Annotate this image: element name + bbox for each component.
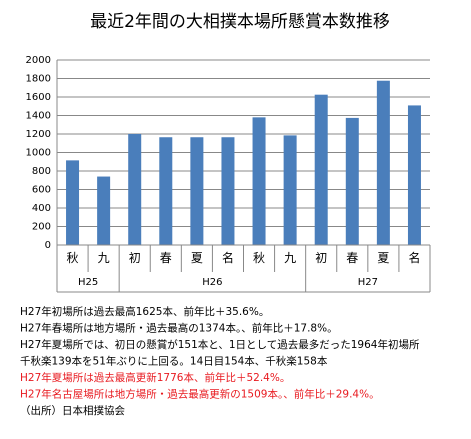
x-tick-label: 春: [346, 251, 358, 265]
group-label: H25: [78, 277, 98, 288]
note: 千秋楽139本を51年ぶりに上回る。14日目154本、千秋楽158本: [20, 355, 328, 368]
group-label: H27: [358, 277, 378, 288]
bar: [345, 117, 359, 245]
y-tick-label: 1600: [26, 92, 51, 103]
note: （出所）日本相撲協会: [20, 404, 125, 417]
bar: [252, 117, 266, 245]
note: H27年夏場所では、初日の懸賞が151本と、1日として過去最多だった1964年初…: [20, 338, 420, 351]
bar: [283, 135, 297, 245]
note: H27年春場所は地方場所・過去最高の1374本。、前年比＋17.8%。: [20, 322, 338, 335]
x-tick-label: 秋: [253, 251, 265, 265]
chart-title: 最近2年間の大相撲本場所懸賞本数推移: [90, 12, 390, 32]
x-tick-label: 初: [315, 251, 327, 265]
y-tick-label: 0: [45, 240, 51, 251]
x-tick-label: 夏: [191, 251, 203, 265]
y-tick-label: 1200: [26, 129, 51, 140]
y-tick-label: 1000: [26, 148, 51, 159]
x-tick-label: 春: [160, 251, 172, 265]
x-tick-label: 名: [408, 250, 420, 265]
x-tick-label: 秋: [67, 251, 79, 265]
x-tick-label: 夏: [377, 251, 389, 265]
x-tick-label: 九: [284, 251, 296, 265]
bar: [190, 137, 204, 245]
y-tick-label: 200: [32, 222, 51, 233]
y-tick-label: 600: [32, 185, 51, 196]
bar: [221, 137, 235, 245]
x-tick-label: 初: [129, 251, 141, 265]
note: H27年初場所は過去最高1625本、前年比＋35.6%。: [20, 305, 269, 318]
y-tick-label: 1400: [26, 111, 51, 122]
bar: [376, 80, 390, 245]
bar: [66, 160, 80, 245]
x-tick-label: 九: [98, 251, 110, 265]
y-tick-label: 400: [32, 203, 51, 214]
note: H27年名古屋場所は地方場所・過去最高更新の1509本。、前年比＋29.4%。: [20, 388, 380, 401]
bar: [314, 94, 328, 245]
note: H27年夏場所は過去最高更新1776本、前年比＋52.4%。: [20, 371, 290, 384]
y-tick-label: 2000: [26, 55, 51, 66]
x-tick-label: 名: [222, 250, 234, 265]
group-label: H26: [202, 277, 222, 288]
y-tick-label: 1800: [26, 74, 51, 85]
y-tick-label: 800: [32, 166, 51, 177]
bar: [128, 134, 142, 245]
bar: [97, 176, 111, 245]
bar: [407, 105, 421, 245]
bar: [159, 137, 173, 245]
